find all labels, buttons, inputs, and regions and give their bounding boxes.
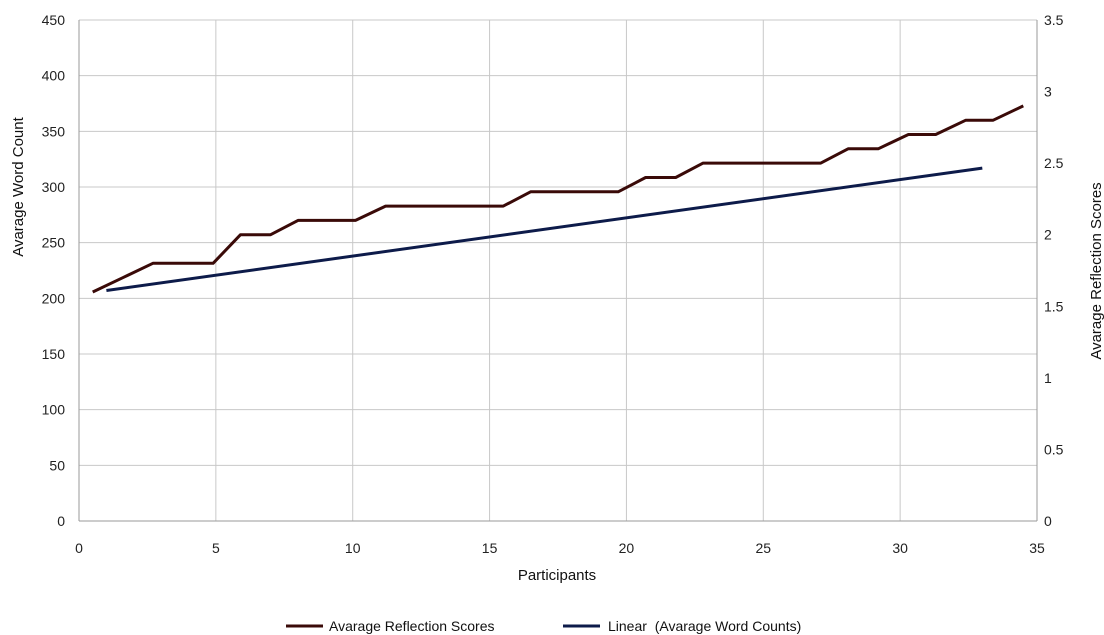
x-tick-label: 25 <box>755 540 771 556</box>
series-line-reflection-scores <box>92 104 1024 294</box>
right-tick-label: 3.5 <box>1044 12 1064 28</box>
x-tick-label: 30 <box>892 540 908 556</box>
x-tick-label: 15 <box>482 540 498 556</box>
left-tick-label: 250 <box>42 235 66 251</box>
legend-label-linear-word-counts: Linear (Avarage Word Counts) <box>608 618 801 634</box>
left-tick-label: 400 <box>42 68 66 84</box>
left-tick-label: 150 <box>42 346 66 362</box>
legend-label-reflection-scores: Avarage Reflection Scores <box>329 618 495 634</box>
left-tick-label: 450 <box>42 12 66 28</box>
right-tick-label: 3 <box>1044 84 1052 100</box>
x-axis-title: Participants <box>518 567 596 584</box>
left-tick-label: 50 <box>49 457 65 473</box>
series-line-linear-word-counts <box>106 166 983 292</box>
right-tick-label: 2.5 <box>1044 155 1064 171</box>
left-tick-label: 100 <box>42 402 66 418</box>
right-tick-label: 0 <box>1044 513 1052 529</box>
x-tick-label: 20 <box>619 540 635 556</box>
right-axis-ticks: 0 0.5 1 1.5 2 2.5 3 3.5 <box>1044 12 1064 529</box>
axes <box>78 20 1038 522</box>
x-tick-label: 5 <box>212 540 220 556</box>
x-tick-label: 10 <box>345 540 361 556</box>
legend: Avarage Reflection Scores Linear (Avarag… <box>286 618 801 634</box>
left-tick-label: 0 <box>57 513 65 529</box>
right-tick-label: 2 <box>1044 227 1052 243</box>
grid <box>78 19 1038 522</box>
left-axis-ticks: 0 50 100 150 200 250 300 350 400 450 <box>42 12 66 529</box>
right-tick-label: 1.5 <box>1044 298 1064 314</box>
x-tick-label: 35 <box>1029 540 1045 556</box>
right-axis-title: Avarage Reflection Scores <box>1088 182 1104 359</box>
series <box>92 104 1024 294</box>
right-tick-label: 0.5 <box>1044 441 1064 457</box>
x-axis-ticks: 0 5 10 15 20 25 30 35 <box>75 540 1045 556</box>
left-tick-label: 300 <box>42 179 66 195</box>
left-tick-label: 200 <box>42 290 66 306</box>
left-tick-label: 350 <box>42 123 66 139</box>
x-tick-label: 0 <box>75 540 83 556</box>
left-axis-title: Avarage Word Count <box>10 116 27 256</box>
right-tick-label: 1 <box>1044 370 1052 386</box>
